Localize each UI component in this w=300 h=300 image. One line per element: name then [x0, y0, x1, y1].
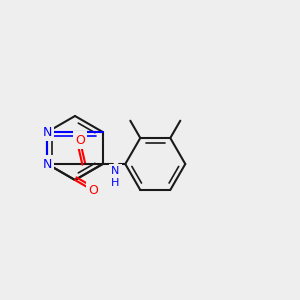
Text: N: N	[43, 125, 52, 139]
Text: N
H: N H	[111, 166, 119, 188]
Text: N: N	[43, 158, 52, 170]
Text: O: O	[88, 184, 98, 197]
Text: O: O	[75, 134, 85, 146]
